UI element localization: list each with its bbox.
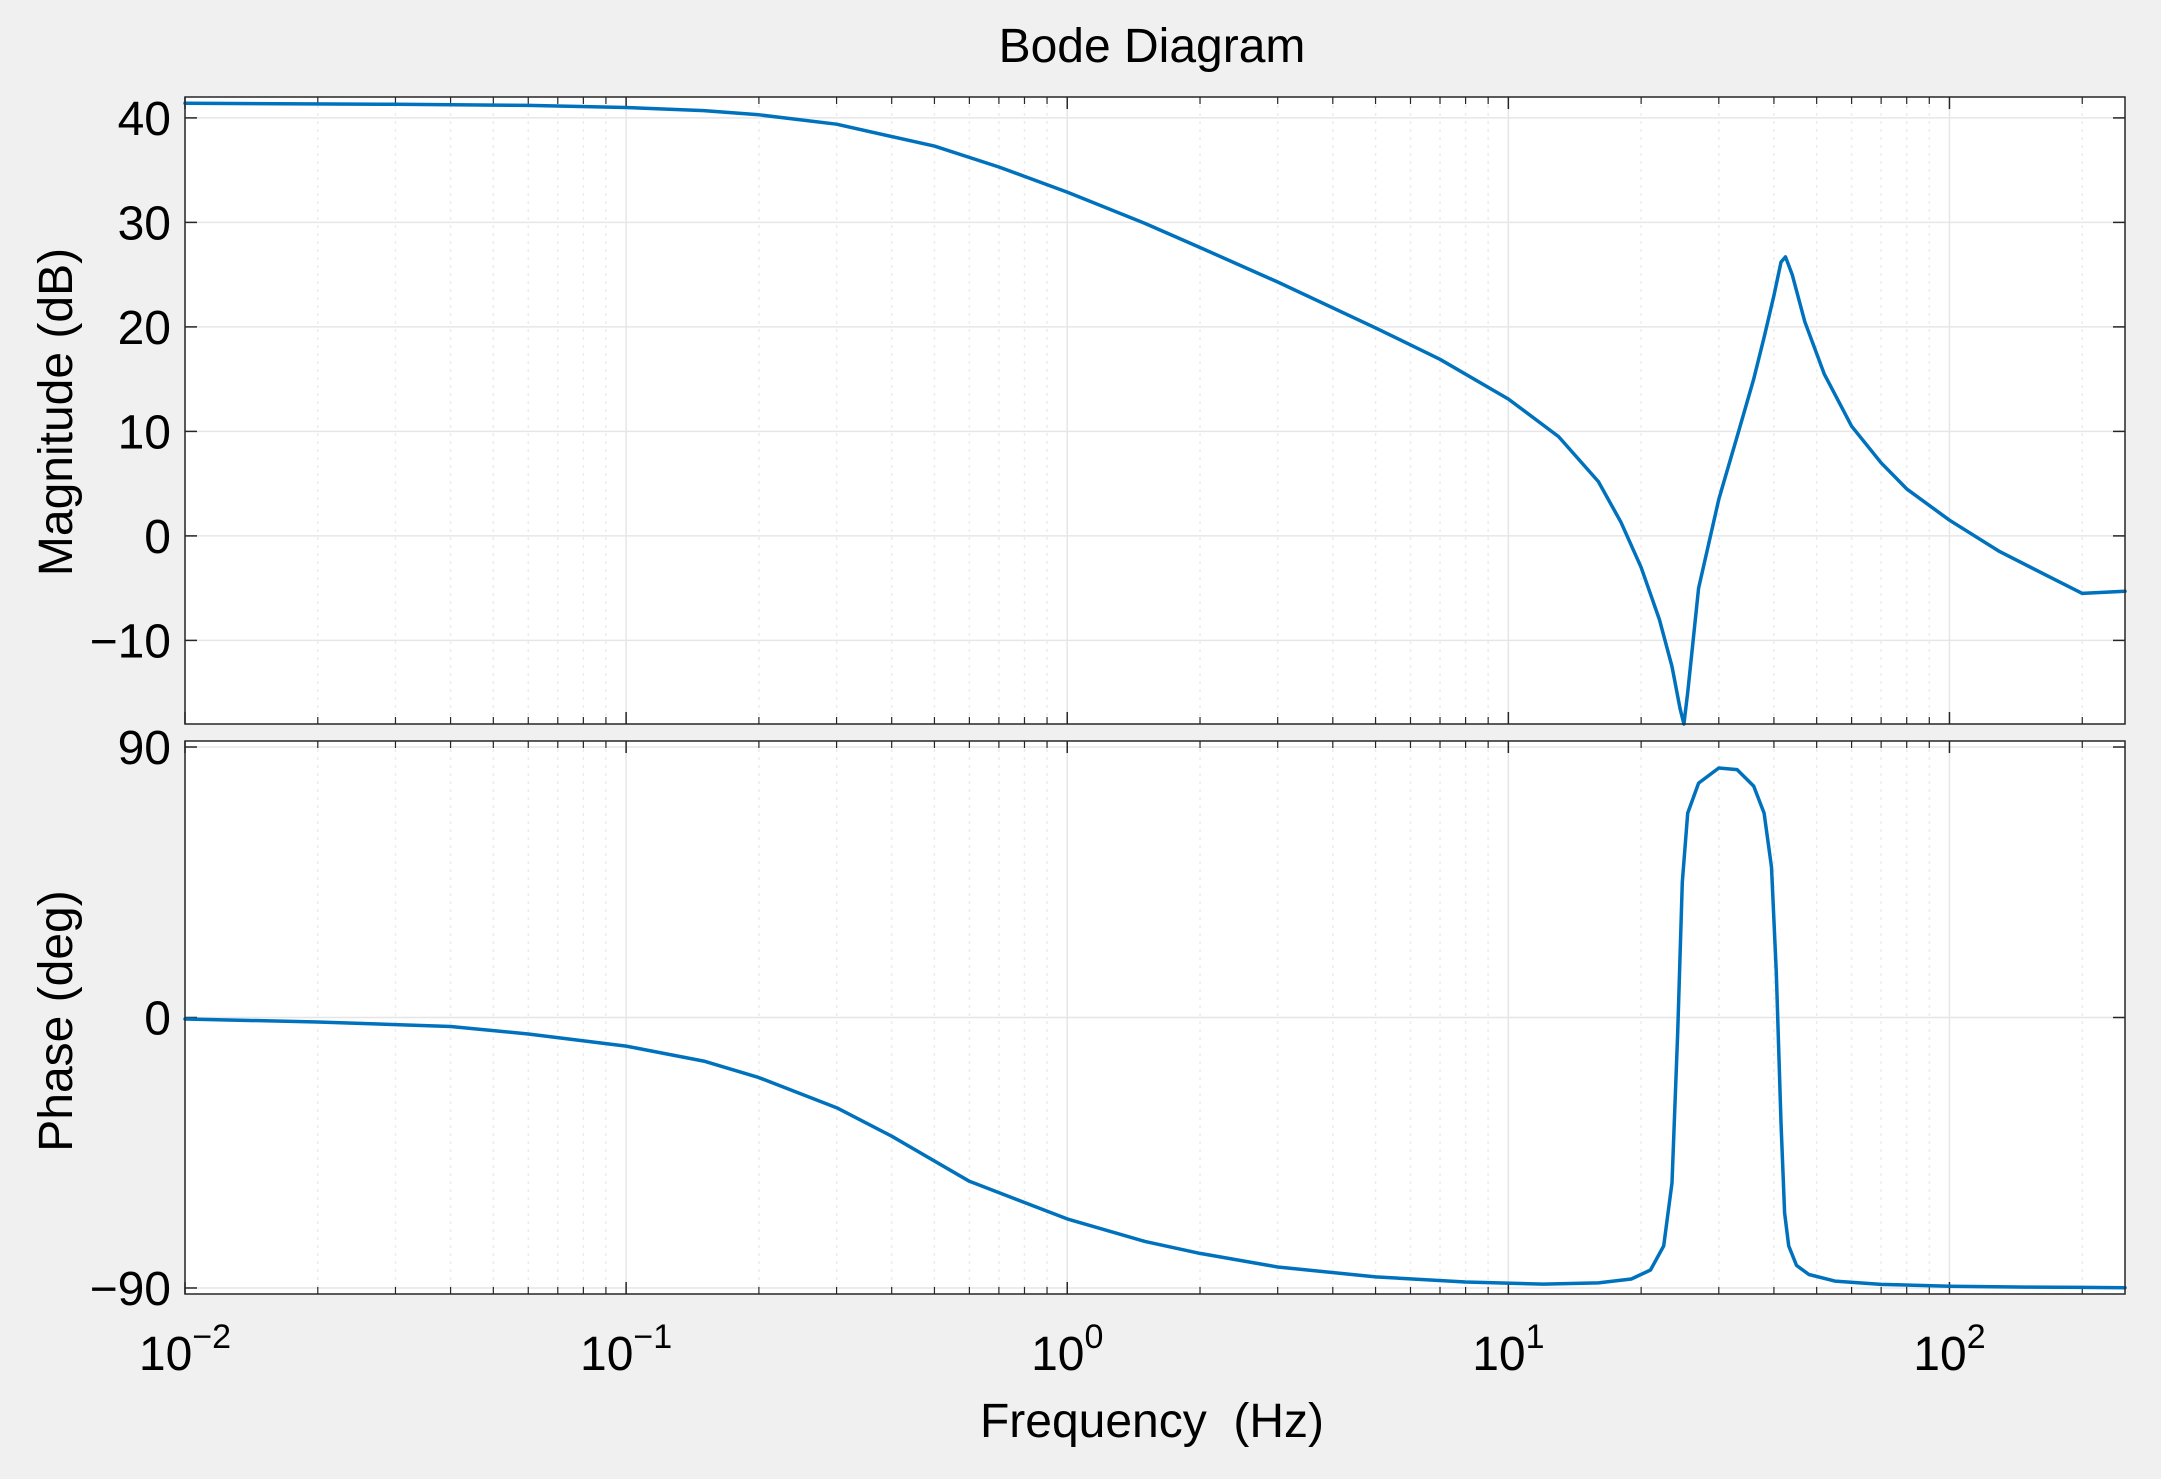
phase-y-tick-label: −90 bbox=[90, 1263, 171, 1316]
magnitude-y-tick-label: 20 bbox=[118, 302, 171, 355]
magnitude-axes-box bbox=[184, 96, 2126, 725]
phase-axis-label: Phase (deg) bbox=[30, 890, 83, 1152]
phase-series-line bbox=[183, 766, 2127, 1290]
magnitude-y-tick-label: 30 bbox=[118, 197, 171, 250]
x-tick-label: 10−2 bbox=[139, 1318, 231, 1381]
magnitude-plot-area bbox=[185, 97, 2125, 724]
magnitude-y-tick-label: 0 bbox=[144, 511, 171, 564]
x-tick-label: 100 bbox=[1031, 1318, 1103, 1381]
chart-title: Bode Diagram bbox=[999, 20, 1306, 73]
phase-y-tick-label: 90 bbox=[118, 722, 171, 775]
magnitude-axes: 40 30 20 10 0 −10 bbox=[90, 93, 2127, 726]
phase-y-tick-label: 0 bbox=[144, 993, 171, 1046]
x-tick-label: 101 bbox=[1472, 1318, 1544, 1381]
phase-axes-box bbox=[184, 740, 2126, 1295]
phase-axes: 90 0 −90 bbox=[90, 722, 2127, 1316]
magnitude-y-tick-label: 40 bbox=[118, 93, 171, 146]
magnitude-axis-label: Magnitude (dB) bbox=[30, 248, 83, 576]
magnitude-y-tick-label: −10 bbox=[90, 615, 171, 668]
magnitude-y-tick-label: 10 bbox=[118, 406, 171, 459]
x-tick-label: 10−1 bbox=[580, 1318, 672, 1381]
x-tick-label: 102 bbox=[1913, 1318, 1985, 1381]
magnitude-series-line bbox=[183, 101, 2127, 726]
x-axis-label: Frequency (Hz) bbox=[980, 1395, 1324, 1448]
